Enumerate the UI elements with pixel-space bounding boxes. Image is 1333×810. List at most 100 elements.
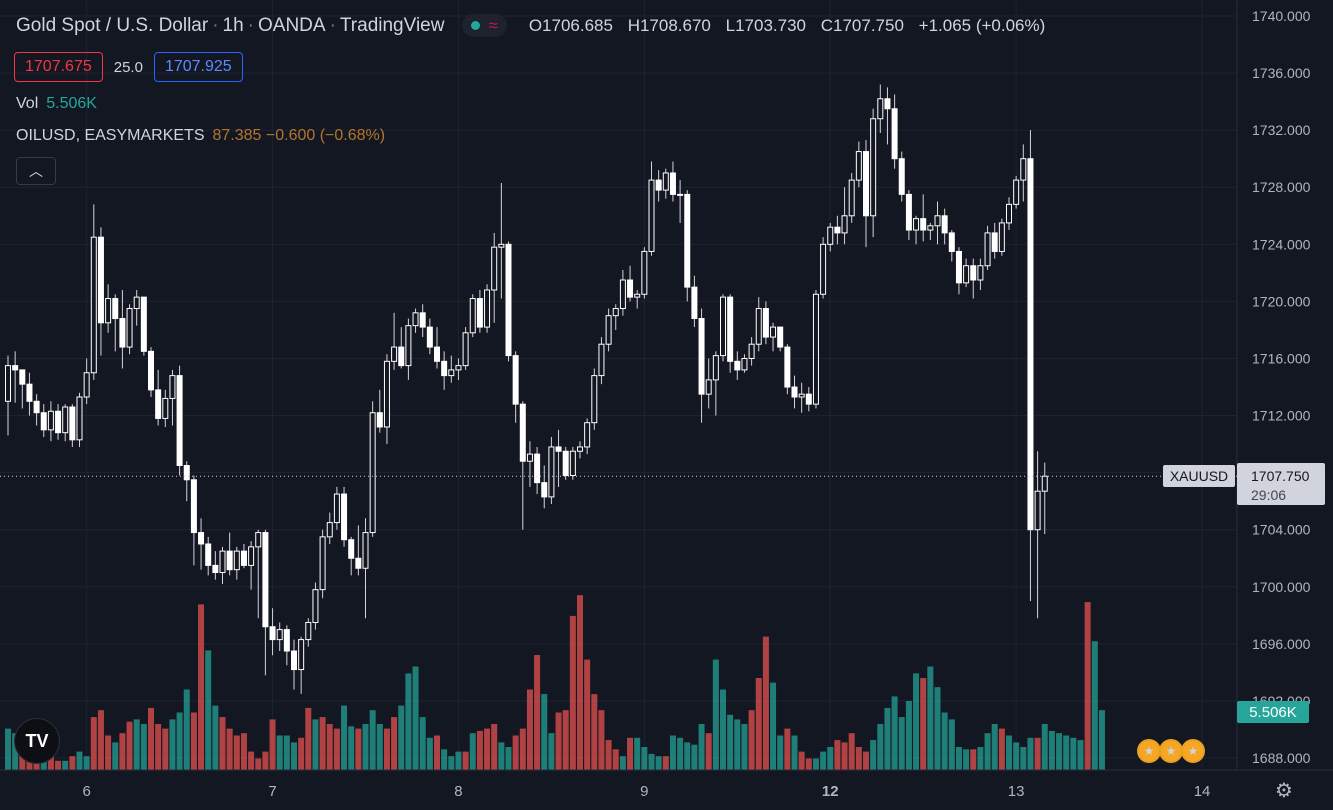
market-status[interactable]: ≈ bbox=[462, 14, 507, 37]
candle bbox=[419, 304, 426, 338]
us-flag-icon[interactable]: ★ bbox=[1137, 739, 1161, 763]
candle bbox=[155, 369, 162, 426]
volume-bar bbox=[655, 756, 662, 770]
candle-body bbox=[619, 279, 626, 310]
candle-body bbox=[598, 343, 605, 377]
candle-body bbox=[326, 522, 333, 538]
candle bbox=[834, 215, 841, 245]
volume-bar bbox=[205, 650, 212, 770]
candle-body bbox=[498, 243, 505, 248]
price-tick-label: 1700.000 bbox=[1252, 579, 1311, 595]
volume-bar bbox=[755, 678, 762, 770]
candle-body bbox=[26, 383, 33, 402]
candle bbox=[448, 355, 455, 383]
volume-bar bbox=[777, 735, 784, 770]
volume-legend[interactable]: Vol 5.506K bbox=[16, 95, 97, 113]
volume-bar bbox=[1041, 724, 1048, 770]
volume-bar bbox=[383, 728, 390, 770]
candle bbox=[941, 208, 948, 245]
candle bbox=[612, 304, 619, 330]
volume-bar bbox=[927, 666, 934, 770]
candle-body bbox=[855, 151, 862, 181]
candle bbox=[977, 258, 984, 290]
tradingview-logo[interactable]: TV bbox=[14, 718, 60, 764]
candle bbox=[462, 327, 469, 370]
time-tick-label: 14 bbox=[1194, 783, 1211, 800]
candle-body bbox=[884, 98, 891, 110]
symbol-title[interactable]: Gold Spot / U.S. Dollar bbox=[16, 14, 209, 36]
candle bbox=[33, 394, 40, 426]
us-flag-icon[interactable]: ★ bbox=[1181, 739, 1205, 763]
volume-bar bbox=[591, 694, 598, 770]
candle-body bbox=[33, 400, 40, 414]
economic-events[interactable]: ★ ★ ★ bbox=[1137, 739, 1205, 763]
candle bbox=[291, 639, 297, 690]
volume-bar bbox=[326, 724, 333, 770]
volume-bar bbox=[555, 712, 562, 770]
volume-bar bbox=[627, 737, 634, 770]
candle-body bbox=[955, 250, 962, 284]
candle-body bbox=[526, 453, 533, 462]
volume-bar bbox=[248, 751, 255, 770]
candle-body bbox=[605, 315, 612, 345]
candle bbox=[970, 258, 977, 299]
candle bbox=[169, 369, 176, 426]
volume-bar bbox=[1077, 740, 1084, 770]
settings-gear-icon[interactable]: ⚙ bbox=[1275, 780, 1293, 802]
candle bbox=[5, 355, 11, 436]
candle bbox=[577, 441, 583, 459]
candle-body bbox=[812, 293, 819, 405]
volume-bar bbox=[298, 737, 305, 770]
volume-bar bbox=[83, 756, 90, 770]
candle-body bbox=[434, 346, 440, 362]
buy-button[interactable]: 1707.925 bbox=[153, 52, 243, 82]
candle-body bbox=[820, 243, 827, 295]
volume-bar bbox=[605, 740, 612, 770]
candle bbox=[205, 536, 212, 576]
candle bbox=[913, 215, 920, 245]
candle-body bbox=[219, 550, 226, 574]
candle bbox=[698, 308, 705, 423]
time-tick-label: 9 bbox=[640, 783, 648, 800]
candle-body bbox=[712, 355, 719, 381]
volume-bar bbox=[584, 659, 591, 770]
volume-bar bbox=[770, 682, 777, 770]
candle-body bbox=[176, 375, 183, 467]
candle-body bbox=[12, 365, 19, 371]
candle-body bbox=[662, 172, 669, 191]
volume-bar bbox=[1084, 602, 1091, 770]
candle bbox=[927, 222, 934, 241]
candle bbox=[276, 622, 283, 652]
collapse-legend-button[interactable]: ︿ bbox=[16, 157, 56, 185]
volume-bar bbox=[469, 733, 476, 770]
candle-body bbox=[841, 215, 848, 234]
volume-bar bbox=[484, 728, 491, 770]
candlesticks bbox=[5, 84, 1048, 694]
volume-bar bbox=[948, 719, 955, 770]
overlay-legend[interactable]: OILUSD, EASYMARKETS 87.385 −0.600 (−0.68%… bbox=[16, 127, 385, 145]
chevron-up-icon: ︿ bbox=[29, 163, 43, 179]
candle-body bbox=[126, 308, 133, 348]
candle bbox=[1006, 197, 1012, 231]
sell-button[interactable]: 1707.675 bbox=[14, 52, 103, 82]
candle bbox=[219, 546, 226, 584]
volume-bar bbox=[898, 717, 905, 770]
volume-bar bbox=[727, 714, 734, 770]
us-flag-icon[interactable]: ★ bbox=[1159, 739, 1183, 763]
volume-bar bbox=[455, 751, 462, 770]
volume-bar bbox=[240, 733, 247, 770]
candle-body bbox=[762, 308, 769, 338]
candle-body bbox=[305, 621, 312, 641]
candle bbox=[655, 170, 662, 202]
interval-label[interactable]: 1h bbox=[222, 14, 244, 36]
candle-body bbox=[298, 639, 305, 671]
candle bbox=[119, 289, 126, 369]
volume-bar bbox=[348, 726, 355, 770]
price-tick-label: 1716.000 bbox=[1252, 350, 1311, 366]
volume-bar bbox=[162, 728, 169, 770]
candle-body bbox=[441, 360, 448, 377]
candle bbox=[534, 446, 541, 495]
volume-bar bbox=[512, 735, 519, 770]
candle bbox=[684, 190, 691, 302]
